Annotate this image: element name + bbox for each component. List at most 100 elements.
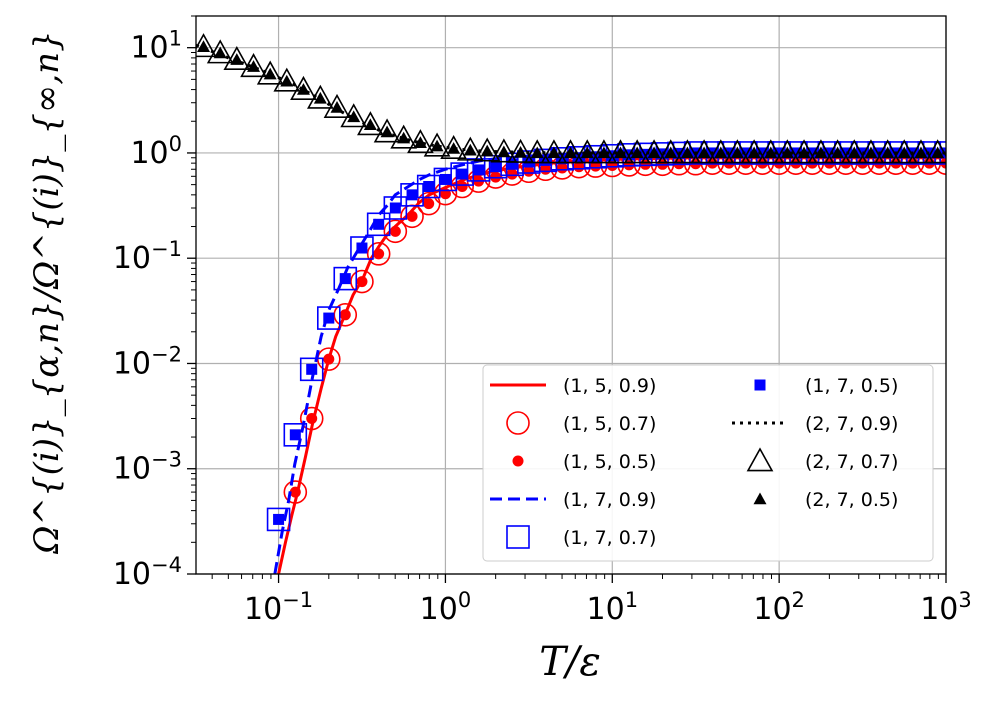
data-point bbox=[383, 196, 408, 220]
data-point bbox=[350, 236, 374, 260]
data-point bbox=[897, 146, 911, 159]
data-point bbox=[556, 162, 568, 174]
data-point bbox=[573, 139, 601, 164]
data-point bbox=[423, 198, 435, 210]
legend-label: (1, 5, 0.9) bbox=[563, 375, 656, 397]
data-point bbox=[206, 39, 234, 64]
data-point bbox=[657, 139, 685, 164]
data-point bbox=[283, 480, 308, 504]
data-point bbox=[573, 152, 585, 164]
data-point bbox=[857, 139, 885, 164]
legend-handle bbox=[512, 455, 524, 467]
data-point bbox=[299, 406, 324, 431]
data-point bbox=[881, 146, 895, 159]
data-point bbox=[757, 139, 785, 164]
data-point bbox=[680, 146, 694, 159]
data-point bbox=[747, 146, 761, 159]
data-point bbox=[623, 139, 651, 164]
data-point bbox=[247, 60, 261, 72]
data-point bbox=[890, 139, 918, 164]
data-point bbox=[490, 161, 502, 173]
data-point bbox=[333, 266, 358, 291]
data-point bbox=[664, 146, 678, 159]
data-point bbox=[514, 145, 528, 158]
data-point bbox=[380, 125, 394, 138]
data-point bbox=[847, 146, 861, 159]
data-point bbox=[556, 153, 568, 165]
data-point bbox=[406, 189, 418, 201]
x-tick-label: 101 bbox=[587, 588, 639, 627]
data-point bbox=[523, 165, 535, 177]
data-point bbox=[497, 145, 511, 158]
data-point bbox=[806, 147, 818, 159]
series-2-7-0.7 bbox=[196, 33, 946, 164]
data-point bbox=[473, 137, 501, 162]
data-point bbox=[400, 183, 424, 207]
y-tick-label: 10−4 bbox=[113, 553, 182, 592]
x-tick-label: 103 bbox=[920, 588, 972, 627]
data-point bbox=[914, 146, 928, 159]
legend-label: (1, 5, 0.5) bbox=[563, 451, 656, 473]
data-point bbox=[756, 147, 768, 159]
data-point bbox=[373, 118, 401, 143]
legend-label: (2, 7, 0.9) bbox=[805, 413, 898, 435]
data-point bbox=[456, 136, 484, 161]
data-point bbox=[780, 146, 794, 159]
data-point bbox=[831, 146, 845, 159]
series-2-7-0.5 bbox=[197, 40, 945, 159]
data-point bbox=[289, 429, 301, 441]
data-point bbox=[456, 181, 468, 193]
data-point bbox=[931, 146, 945, 159]
data-point bbox=[280, 74, 294, 87]
data-point bbox=[490, 138, 518, 163]
data-point bbox=[540, 154, 552, 166]
data-point bbox=[547, 146, 561, 159]
legend-label: (2, 7, 0.7) bbox=[805, 451, 898, 473]
legend-handle bbox=[753, 492, 767, 505]
data-point bbox=[356, 276, 368, 288]
data-point bbox=[690, 139, 718, 164]
x-tick-label: 102 bbox=[753, 588, 805, 627]
data-point bbox=[814, 146, 828, 159]
data-point bbox=[350, 269, 374, 294]
data-point bbox=[223, 45, 251, 71]
data-point bbox=[306, 413, 318, 425]
data-point bbox=[356, 242, 368, 254]
data-point bbox=[397, 131, 411, 144]
data-point bbox=[640, 139, 668, 164]
data-point bbox=[674, 139, 701, 164]
y-tick-label: 101 bbox=[130, 27, 182, 66]
data-point bbox=[339, 273, 351, 285]
data-point bbox=[647, 146, 661, 159]
data-point bbox=[373, 248, 385, 260]
data-point bbox=[506, 168, 518, 180]
data-point bbox=[790, 139, 818, 164]
data-point bbox=[197, 40, 211, 52]
data-point bbox=[714, 146, 728, 159]
data-point bbox=[613, 146, 627, 159]
data-point bbox=[299, 357, 324, 382]
legend-handle bbox=[746, 447, 774, 472]
data-point bbox=[323, 93, 351, 118]
series-2-7-0.9 bbox=[196, 44, 946, 155]
data-point bbox=[730, 146, 744, 159]
data-point bbox=[590, 139, 618, 164]
data-point bbox=[196, 33, 217, 58]
data-point bbox=[924, 139, 946, 164]
data-point bbox=[707, 139, 735, 164]
data-point bbox=[557, 139, 584, 164]
data-point bbox=[564, 146, 578, 159]
legend-handle bbox=[754, 379, 766, 391]
data-point bbox=[313, 91, 327, 104]
x-tick-label: 100 bbox=[420, 588, 472, 627]
data-point bbox=[907, 139, 935, 164]
y-tick-label: 10−2 bbox=[113, 342, 182, 381]
legend-label: (1, 7, 0.7) bbox=[563, 527, 656, 549]
data-point bbox=[330, 101, 344, 113]
data-point bbox=[533, 148, 558, 173]
data-point bbox=[363, 118, 377, 131]
legend-label: (1, 7, 0.9) bbox=[563, 489, 656, 511]
legend-label: (2, 7, 0.5) bbox=[805, 489, 898, 511]
data-point bbox=[290, 75, 317, 100]
data-point bbox=[273, 67, 301, 92]
